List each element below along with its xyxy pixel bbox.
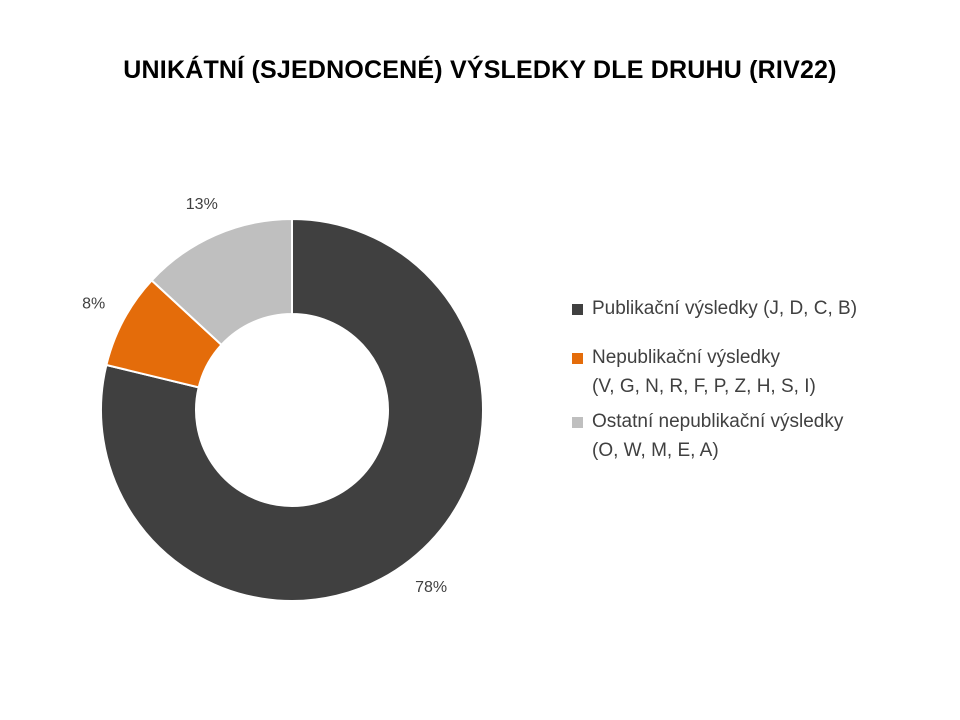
data-label-nepublikacni: 8% — [82, 296, 105, 313]
legend-swatch — [572, 417, 583, 428]
donut-slice-ostatni — [150, 217, 293, 347]
chart-legend: Publikační výsledky (J, D, C, B) Nepubli… — [572, 294, 932, 465]
legend-swatch — [572, 304, 583, 315]
data-labels: 78% 8% 13% — [82, 196, 447, 596]
legend-item-ostatni: Ostatní nepublikační výsledky (O, W, M, … — [572, 407, 932, 465]
legend-label: Ostatní nepublikační výsledky — [592, 411, 844, 432]
data-label-publikacni: 78% — [415, 579, 447, 596]
legend-label-codes: (O, W, M, E, A) — [592, 440, 719, 461]
chart-title: UNIKÁTNÍ (SJEDNOCENÉ) VÝSLEDKY DLE DRUHU… — [123, 56, 837, 84]
legend-label: Nepublikační výsledky — [592, 347, 780, 368]
legend-item-publikacni: Publikační výsledky (J, D, C, B) — [572, 294, 932, 323]
legend-label: Publikační výsledky (J, D, C, B) — [592, 298, 858, 319]
donut-slices — [100, 217, 484, 602]
legend-item-nepublikacni: Nepublikační výsledky (V, G, N, R, F, P,… — [572, 343, 932, 401]
donut-slice-publikacni — [100, 217, 484, 602]
data-label-ostatni: 13% — [186, 196, 218, 213]
legend-label-codes: (V, G, N, R, F, P, Z, H, S, I) — [592, 376, 816, 397]
legend-swatch — [572, 353, 583, 364]
